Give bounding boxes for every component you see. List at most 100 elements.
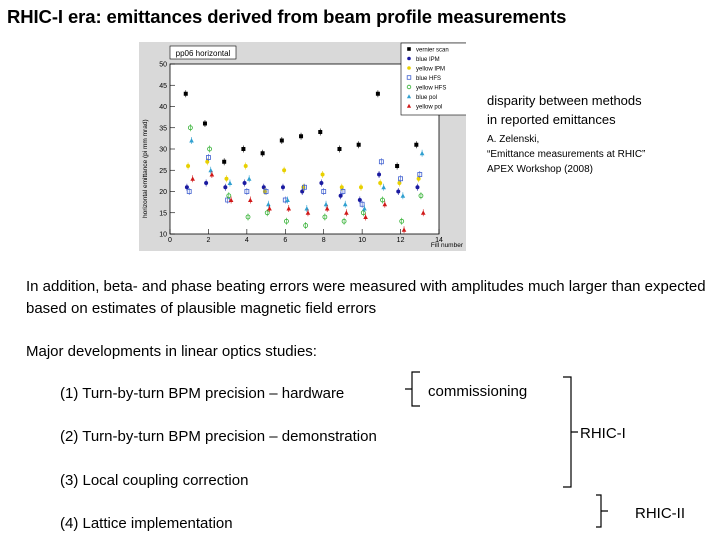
data-point — [303, 223, 309, 228]
data-point — [318, 130, 323, 134]
data-point — [264, 210, 270, 216]
data-point — [228, 197, 234, 202]
data-point — [420, 210, 426, 215]
data-points — [183, 90, 426, 234]
data-point — [223, 185, 228, 190]
data-point — [381, 184, 386, 190]
emittance-chart: pp06 horizontal Fill number horizontal e… — [139, 42, 466, 251]
legend: vernier scan blue IPM yellow IPM blue HFS ye… — [406, 47, 449, 110]
legend-entry: yellow IPM — [416, 66, 445, 72]
chart-title: pp06 horizontal — [176, 49, 231, 58]
data-point — [225, 197, 231, 203]
data-point — [184, 185, 189, 190]
y-tick-label: 45 — [159, 83, 167, 90]
data-point — [190, 176, 195, 181]
rhic-1-label: RHIC-I — [580, 425, 626, 442]
data-point — [320, 172, 325, 177]
data-point — [267, 206, 272, 211]
data-point — [302, 184, 307, 190]
y-tick-label: 15 — [159, 210, 167, 217]
item-lattice-implementation: (4) Lattice implementation — [60, 515, 233, 532]
reference-venue: APEX Workshop (2008) — [487, 164, 593, 175]
rhic-1-bracket — [563, 376, 578, 488]
chart-title-box — [169, 45, 237, 60]
data-point — [186, 164, 191, 168]
y-axis: 10 15 20 25 30 35 40 45 50 — [159, 62, 175, 239]
data-point — [359, 201, 365, 207]
data-point — [344, 210, 349, 215]
data-point — [378, 159, 384, 165]
data-point — [362, 206, 367, 211]
legend-entry: yellow pol — [416, 104, 442, 110]
data-point — [204, 181, 209, 185]
data-point — [338, 193, 343, 198]
commissioning-label: commissioning — [428, 383, 528, 400]
x-tick-label: 0 — [168, 237, 172, 244]
legend-marker — [406, 94, 412, 99]
data-point — [337, 147, 342, 151]
data-point — [286, 206, 292, 211]
data-point — [400, 193, 406, 198]
data-point — [357, 198, 362, 202]
x-tick-label: 2 — [206, 237, 210, 244]
data-point — [202, 121, 207, 126]
data-point — [263, 189, 269, 194]
x-tick-label: 4 — [245, 237, 249, 244]
caption-line-2: in reported emittances — [487, 112, 616, 127]
data-point — [375, 91, 380, 96]
y-tick-label: 50 — [159, 62, 167, 69]
legend-marker — [406, 75, 412, 80]
rhic-2-label: RHIC-II — [635, 505, 685, 522]
legend-entry: blue HFS — [416, 76, 441, 82]
item-bpm-hardware: (1) Turn-by-turn BPM precision – hardwar… — [60, 385, 345, 402]
item-local-coupling: (3) Local coupling correction — [60, 472, 249, 489]
data-point — [260, 151, 265, 156]
x-tick-label: 8 — [322, 237, 326, 244]
data-point — [401, 227, 407, 232]
y-axis-label: horizontal emittance (pi mm mrad) — [142, 119, 149, 218]
data-point — [395, 164, 400, 168]
data-point — [186, 189, 192, 194]
y-tick-label: 25 — [159, 168, 167, 175]
legend-marker — [406, 84, 412, 90]
data-point — [243, 164, 248, 168]
reference-author: A. Zelenski, — [487, 134, 540, 145]
data-point — [360, 210, 366, 216]
x-tick-label: 14 — [435, 237, 443, 244]
legend-marker — [407, 56, 411, 61]
legend-entry: blue IPM — [416, 57, 440, 63]
data-point — [279, 138, 284, 143]
data-point — [222, 159, 227, 164]
legend-marker — [406, 103, 412, 108]
data-point — [189, 138, 194, 143]
data-point — [187, 125, 193, 131]
data-point — [224, 176, 229, 181]
caption-line-1: disparity between methods — [487, 93, 642, 108]
rhic-2-bracket — [596, 494, 608, 528]
data-point — [322, 214, 328, 220]
slide-title: RHIC-I era: emittances derived from beam… — [7, 6, 567, 27]
y-tick-label: 30 — [159, 147, 167, 154]
data-point — [378, 181, 383, 185]
data-point — [299, 134, 304, 139]
data-point — [280, 185, 285, 190]
data-point — [242, 181, 247, 185]
data-point — [282, 168, 287, 173]
data-point — [340, 189, 346, 194]
reference-title: “Emittance measurements at RHIC” — [487, 149, 646, 160]
data-point — [206, 155, 211, 160]
legend-entry: yellow HFS — [416, 85, 446, 91]
data-point — [380, 197, 385, 203]
data-point — [342, 201, 348, 207]
y-tick-label: 20 — [159, 189, 167, 196]
data-point — [415, 185, 420, 190]
data-point — [285, 197, 290, 202]
y-tick-label: 40 — [159, 104, 167, 111]
data-point — [341, 218, 347, 224]
data-point — [207, 146, 212, 152]
y-tick-label: 35 — [159, 125, 167, 132]
data-point — [183, 91, 188, 96]
data-point — [363, 214, 368, 219]
x-tick-label: 6 — [283, 237, 287, 244]
data-point — [377, 172, 382, 177]
